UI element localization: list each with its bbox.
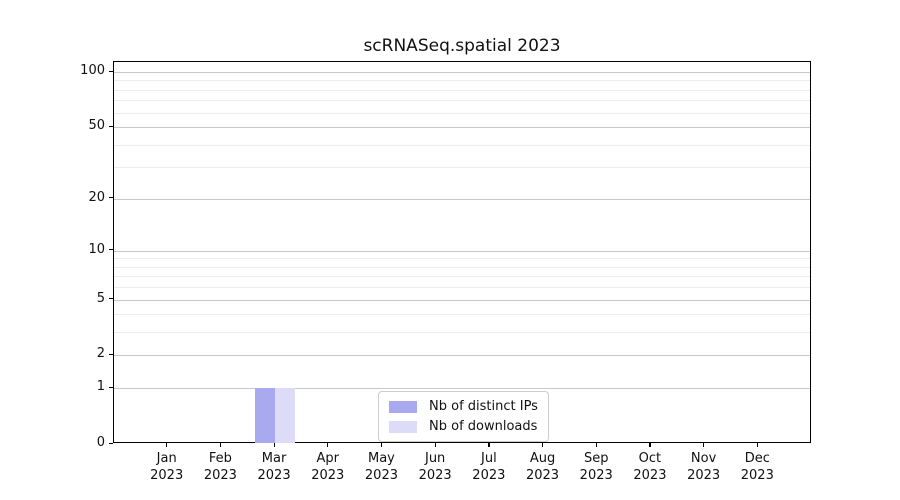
x-tick-label: Jan 2023 <box>150 451 184 483</box>
x-tick-label: Oct 2023 <box>633 451 667 483</box>
y-tick-label: 1 <box>96 379 105 395</box>
legend: Nb of distinct IPs Nb of downloads <box>378 391 549 442</box>
y-tick-mark <box>109 386 113 388</box>
y-tick-mark <box>109 249 113 251</box>
minor-gridline <box>114 314 810 316</box>
legend-entry-distinct-ips: Nb of distinct IPs <box>389 399 538 414</box>
minor-gridline <box>114 258 810 260</box>
x-tick-mark <box>380 443 383 447</box>
minor-gridline <box>114 112 810 114</box>
x-tick-label: May 2023 <box>364 451 398 483</box>
x-tick-mark <box>434 443 436 447</box>
y-tick-label: 2 <box>96 346 105 362</box>
x-tick-mark <box>703 443 705 447</box>
y-tick-label: 20 <box>88 189 105 205</box>
major-gridline <box>114 250 810 252</box>
bar-distinct-ips-mar <box>254 388 276 443</box>
x-tick-label: Jun 2023 <box>418 451 452 483</box>
x-tick-mark <box>756 443 758 447</box>
legend-entry-downloads: Nb of downloads <box>389 419 538 434</box>
x-tick-label: Jul 2023 <box>472 451 506 483</box>
x-tick-mark <box>219 443 222 447</box>
major-gridline <box>114 388 810 390</box>
major-gridline <box>114 299 810 301</box>
y-tick-mark <box>109 70 113 72</box>
bar-downloads-mar <box>275 388 296 443</box>
y-tick-mark <box>109 442 113 444</box>
x-tick-mark <box>649 443 651 447</box>
x-tick-mark <box>488 443 490 447</box>
minor-gridline <box>114 100 810 102</box>
legend-label-distinct-ips: Nb of distinct IPs <box>429 399 538 414</box>
y-tick-label: 10 <box>88 241 105 257</box>
minor-gridline <box>114 89 810 91</box>
x-tick-label: Sep 2023 <box>579 451 613 483</box>
x-tick-label: Aug 2023 <box>525 451 560 483</box>
y-tick-mark <box>109 125 113 127</box>
minor-gridline <box>114 167 810 169</box>
y-tick-label: 0 <box>96 435 105 450</box>
minor-gridline <box>114 287 810 289</box>
x-tick-mark <box>542 443 544 447</box>
legend-swatch-distinct-ips <box>389 400 417 413</box>
y-tick-label: 50 <box>88 118 105 134</box>
legend-swatch-downloads <box>389 420 417 433</box>
x-tick-label: Nov 2023 <box>687 451 721 483</box>
x-tick-mark <box>327 443 329 447</box>
y-tick-mark <box>109 353 113 356</box>
x-tick-label: Mar 2023 <box>257 451 291 483</box>
y-tick-label: 100 <box>80 63 105 78</box>
y-tick-mark <box>109 298 113 300</box>
x-tick-label: Apr 2023 <box>311 451 345 483</box>
chart-title: scRNASeq.spatial 2023 <box>363 36 561 56</box>
x-tick-mark <box>166 443 168 447</box>
y-tick-mark <box>109 197 113 199</box>
y-tick-label: 5 <box>96 290 105 306</box>
major-gridline <box>114 127 810 129</box>
plot-area <box>113 61 811 443</box>
x-tick-mark <box>595 443 597 447</box>
minor-gridline <box>114 266 810 268</box>
legend-label-downloads: Nb of downloads <box>429 419 538 434</box>
major-gridline <box>114 198 810 200</box>
major-gridline <box>114 72 810 73</box>
minor-gridline <box>114 144 810 146</box>
minor-gridline <box>114 80 810 82</box>
minor-gridline <box>114 276 810 278</box>
x-tick-label: Feb 2023 <box>203 451 237 483</box>
minor-gridline <box>114 332 810 334</box>
x-tick-label: Dec 2023 <box>740 451 774 483</box>
major-gridline <box>114 355 810 357</box>
x-tick-mark <box>273 443 275 447</box>
